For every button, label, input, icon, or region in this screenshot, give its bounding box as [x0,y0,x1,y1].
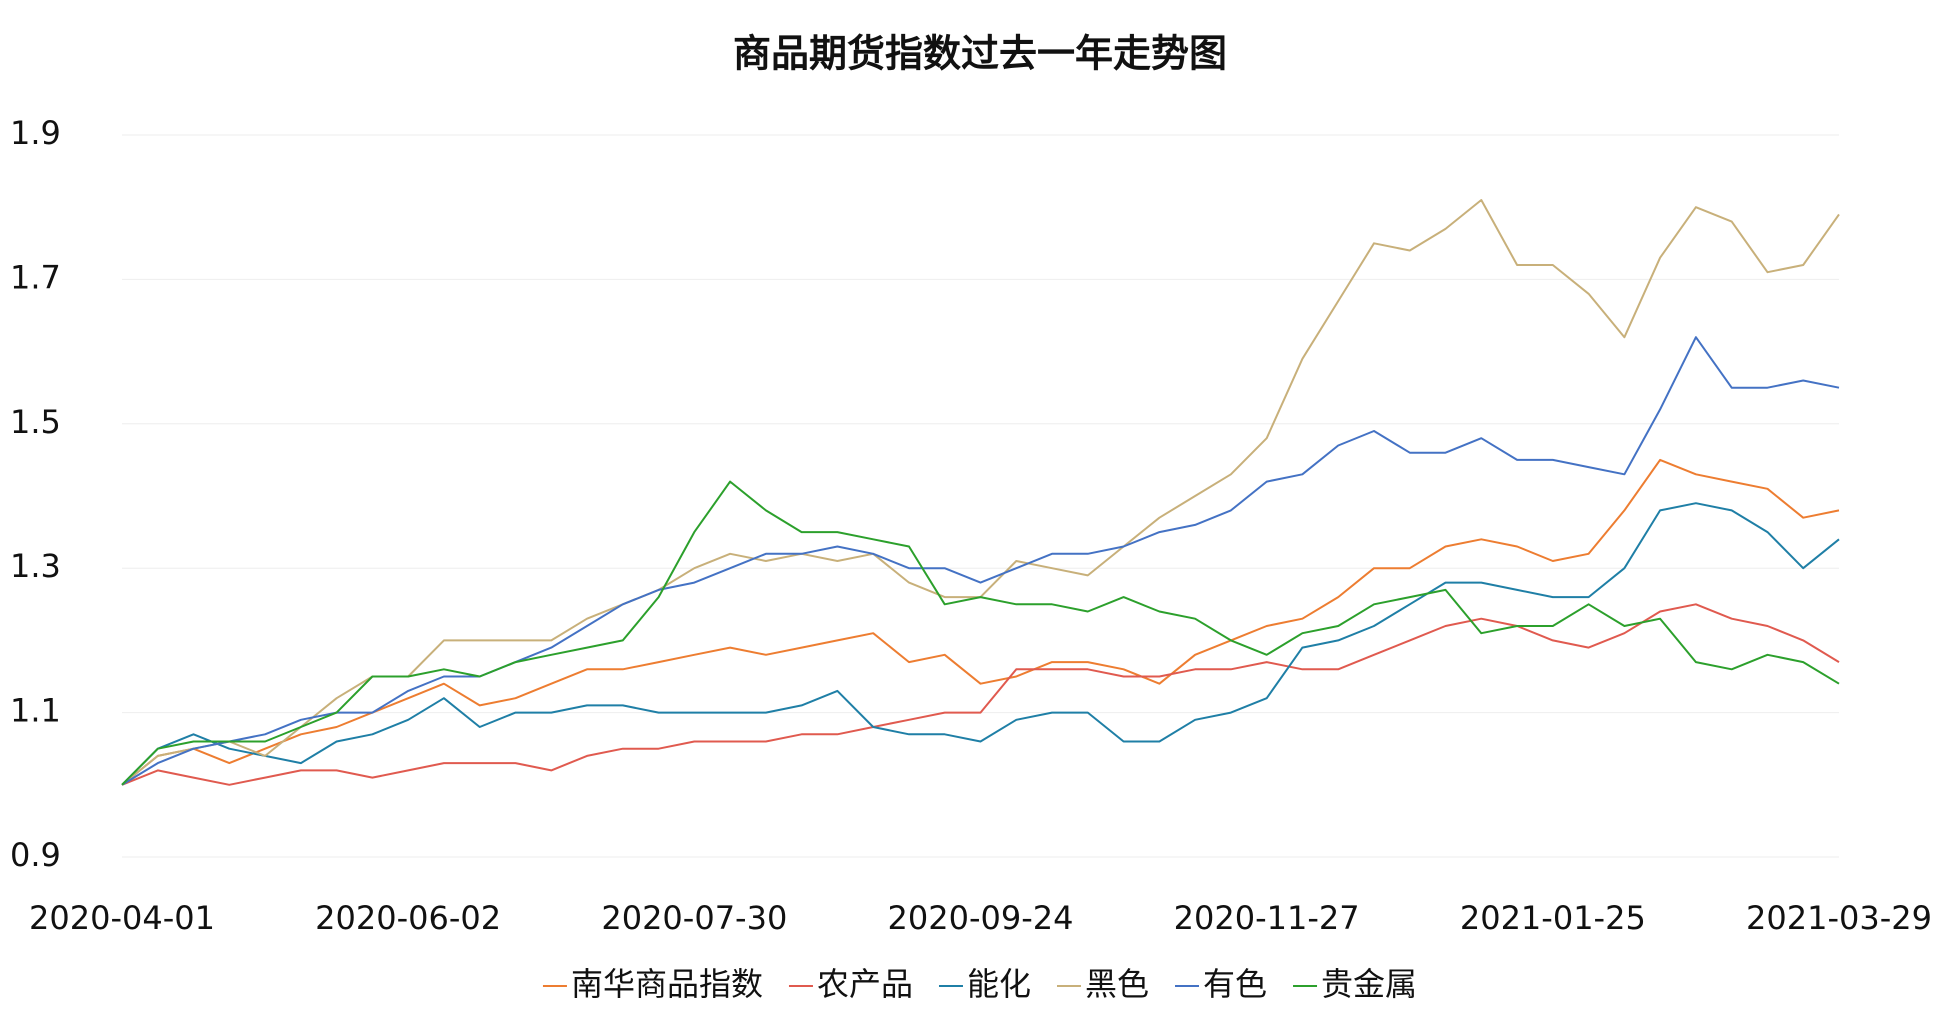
legend-label: 南华商品指数 [571,965,763,1003]
legend-label: 能化 [967,965,1031,1003]
series-line [121,603,1840,786]
x-tick-label: 2021-03-29 [1746,899,1932,937]
x-tick-label: 2020-07-30 [601,899,787,937]
series-line [121,458,1840,786]
y-tick-label: 1.7 [10,258,61,296]
x-tick-label: 2020-04-01 [29,899,215,937]
legend-label: 黑色 [1085,965,1149,1003]
x-tick-label: 2021-01-25 [1460,899,1646,937]
x-tick-label: 2020-09-24 [888,899,1074,937]
y-tick-label: 1.9 [10,114,61,152]
y-tick-label: 1.3 [10,547,61,585]
series-line [121,336,1840,786]
legend-label: 贵金属 [1321,965,1417,1003]
x-tick-label: 2020-11-27 [1174,899,1360,937]
series-line [121,480,1840,786]
chart-title: 商品期货指数过去一年走势图 [733,32,1227,76]
y-tick-label: 1.1 [10,692,61,730]
y-tick-label: 0.9 [10,836,61,874]
legend-label: 农产品 [817,965,913,1003]
x-tick-label: 2020-06-02 [315,899,501,937]
series-line [121,502,1840,786]
y-tick-label: 1.5 [10,403,61,441]
legend-label: 有色 [1203,965,1267,1003]
